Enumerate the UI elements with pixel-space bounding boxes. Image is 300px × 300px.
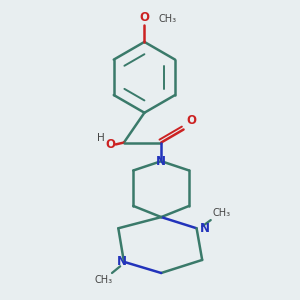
- Text: O: O: [106, 138, 116, 151]
- Text: CH₃: CH₃: [94, 275, 112, 285]
- Text: CH₃: CH₃: [159, 14, 177, 24]
- Text: H: H: [97, 133, 104, 143]
- Text: CH₃: CH₃: [212, 208, 230, 218]
- Text: N: N: [156, 155, 166, 168]
- Text: O: O: [140, 11, 149, 24]
- Text: N: N: [117, 255, 127, 268]
- Text: N: N: [200, 222, 210, 235]
- Text: O: O: [187, 113, 196, 127]
